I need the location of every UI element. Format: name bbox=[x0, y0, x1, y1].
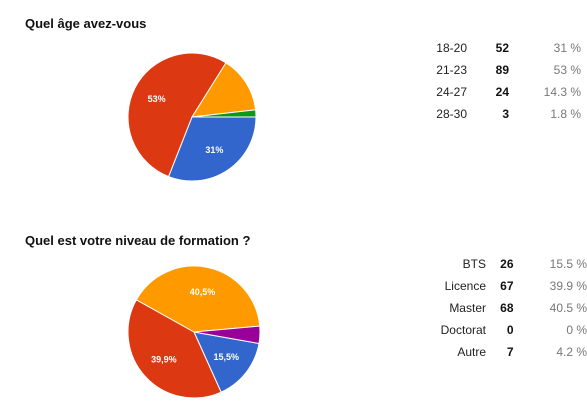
pie-slice-licence bbox=[127, 299, 222, 399]
answer-count: 67 bbox=[500, 279, 514, 293]
pie-slice-28-30 bbox=[191, 109, 257, 118]
pie-data-label: 53% bbox=[148, 94, 166, 104]
formation-stats-table: BTS 26 15.5 % Licence 67 39.9 % Master 6… bbox=[432, 253, 587, 363]
answer-count: 7 bbox=[506, 345, 514, 359]
pie-data-label: 40,5% bbox=[190, 287, 216, 297]
pie-slice-master bbox=[135, 265, 261, 333]
age-pie-chart: 31% 53% bbox=[127, 52, 257, 182]
age-stats-table: 18-20 52 31 % 21-23 89 53 % 24-27 24 14.… bbox=[427, 37, 581, 125]
answer-label: Doctorat bbox=[440, 323, 486, 337]
answer-percent: 4.2 % bbox=[556, 345, 587, 359]
pie-slice-bts bbox=[193, 331, 260, 393]
table-row: Licence 67 39.9 % bbox=[432, 275, 587, 297]
pie-slice-18-20 bbox=[167, 116, 257, 182]
table-row: 24-27 24 14.3 % bbox=[427, 81, 581, 103]
answer-percent: 40.5 % bbox=[549, 301, 587, 315]
formation-pie-chart: 15,5% 39,9% 40,5% bbox=[127, 265, 261, 399]
answer-percent: 39.9 % bbox=[549, 279, 587, 293]
answer-label: 18-20 bbox=[436, 41, 467, 55]
formation-section: Quel est votre niveau de formation ? 15,… bbox=[0, 220, 587, 403]
table-row: 18-20 52 31 % bbox=[427, 37, 581, 59]
answer-count: 68 bbox=[500, 301, 514, 315]
answer-count: 26 bbox=[500, 257, 514, 271]
pie-data-label: 39,9% bbox=[151, 355, 177, 365]
answer-label: Licence bbox=[444, 279, 486, 293]
pie-data-label: 31% bbox=[205, 145, 223, 155]
question-title: Quel âge avez-vous bbox=[25, 16, 147, 31]
answer-label: BTS bbox=[462, 257, 486, 271]
answer-percent: 15.5 % bbox=[549, 257, 587, 271]
answer-percent: 53 % bbox=[553, 63, 581, 77]
answer-count: 52 bbox=[495, 41, 509, 55]
answer-count: 89 bbox=[495, 63, 509, 77]
table-row: BTS 26 15.5 % bbox=[432, 253, 587, 275]
answer-percent: 1.8 % bbox=[550, 107, 581, 121]
answer-count: 0 bbox=[506, 323, 514, 337]
age-section: Quel âge avez-vous 31% 53% 18-20 52 31 % … bbox=[25, 16, 581, 182]
answer-count: 3 bbox=[502, 107, 509, 121]
table-row: Master 68 40.5 % bbox=[432, 297, 587, 319]
pie-data-label: 15,5% bbox=[214, 352, 240, 362]
pie-slice-autre bbox=[193, 325, 261, 345]
answer-count: 24 bbox=[495, 85, 509, 99]
pie-slice-24-27 bbox=[191, 62, 257, 118]
table-row: 28-30 3 1.8 % bbox=[427, 103, 581, 125]
answer-label: 24-27 bbox=[436, 85, 467, 99]
answer-label: Master bbox=[449, 301, 486, 315]
table-row: 21-23 89 53 % bbox=[427, 59, 581, 81]
table-row: Autre 7 4.2 % bbox=[432, 341, 587, 363]
table-row: Doctorat 0 0 % bbox=[432, 319, 587, 341]
answer-label: 21-23 bbox=[436, 63, 467, 77]
answer-label: 28-30 bbox=[436, 107, 467, 121]
answer-percent: 14.3 % bbox=[543, 85, 581, 99]
answer-percent: 0 % bbox=[566, 323, 587, 337]
pie-slice-21-23 bbox=[127, 52, 227, 178]
question-title: Quel est votre niveau de formation ? bbox=[25, 233, 251, 248]
answer-percent: 31 % bbox=[553, 41, 581, 55]
answer-label: Autre bbox=[457, 345, 486, 359]
